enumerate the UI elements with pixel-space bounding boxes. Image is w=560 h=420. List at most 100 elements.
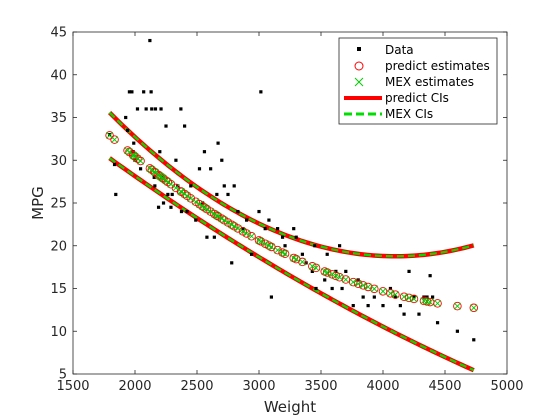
data-point (407, 269, 411, 273)
predict-estimate-point (469, 303, 479, 313)
y-tick-label: 35 (50, 111, 67, 126)
data-point (263, 227, 267, 231)
data-point (164, 124, 168, 128)
data-point (344, 269, 348, 273)
mex-estimate-point (214, 212, 222, 220)
mex-estimate-point (332, 272, 340, 280)
tick-layer: 1500 2000 2500 3000 3500 4000 4500 5000 5 10 15 20 2… (50, 26, 523, 395)
data-point (325, 252, 329, 256)
data-point (300, 252, 304, 256)
data-point (150, 107, 154, 111)
mex-estimate-point (248, 232, 256, 240)
data-point (310, 269, 314, 273)
data-point (144, 107, 148, 111)
data-point (388, 286, 393, 291)
mex-estimate-point (308, 262, 316, 270)
data-point (361, 295, 365, 299)
data-point (170, 192, 174, 197)
data-point (212, 235, 216, 239)
mex-estimate-point (167, 180, 175, 188)
data-point (205, 235, 209, 239)
y-tick-label: 40 (50, 68, 67, 83)
x-tick-label: 5000 (490, 379, 523, 394)
mex-estimate-point (137, 157, 145, 165)
mex-estimate-point (164, 178, 172, 186)
predict-estimate-point (273, 245, 282, 255)
legend-predict-marker (354, 61, 364, 71)
data-point (372, 295, 376, 299)
mex-estimate-point (234, 224, 242, 232)
mex-estimate-point (207, 208, 215, 216)
x-tick-label: 3500 (304, 379, 337, 394)
data-point (179, 209, 184, 214)
data-point (153, 107, 158, 111)
mex-estimate-point (187, 194, 195, 202)
x-tick-label: 4500 (428, 379, 461, 394)
mex-estimate-point (281, 250, 289, 258)
data-point (366, 304, 370, 308)
data-point (334, 269, 338, 273)
data-point (294, 235, 298, 239)
mex-estimate-point (177, 188, 186, 196)
data-point (127, 90, 132, 94)
mex-estimate-point (312, 264, 320, 272)
data-point (166, 192, 170, 197)
x-tick-label: 4000 (366, 379, 399, 394)
data-point (412, 295, 416, 299)
predict-estimate-point (433, 299, 442, 308)
mex-estimate-point (354, 280, 362, 288)
data-point (183, 124, 187, 128)
data-point (189, 184, 193, 188)
legend-label-predict-cis: predict CIs (385, 91, 449, 105)
mex-estimate-point (470, 304, 478, 312)
data-point (153, 184, 157, 188)
mex-estimate-point (195, 200, 203, 208)
mex-estimate-point (370, 285, 378, 293)
y-tick-label: 10 (50, 325, 67, 340)
predict-estimate-point (198, 202, 207, 211)
data-point (124, 115, 128, 120)
mex-estimate-point (106, 131, 114, 139)
data-point (313, 244, 317, 248)
data-point (185, 209, 189, 214)
data-point (125, 128, 130, 132)
data-point (292, 227, 296, 231)
mex-estimate-point (328, 270, 336, 278)
legend-box (338, 37, 498, 125)
data-point (156, 205, 161, 209)
data-point (220, 158, 224, 162)
data-point (161, 201, 166, 205)
mex-estimate-point (243, 229, 251, 237)
data-point (169, 205, 173, 209)
data-point (200, 201, 205, 205)
data-point (232, 184, 236, 188)
data-point (338, 244, 342, 248)
mex-estimate-point (434, 299, 442, 307)
mex-ci-upper (108, 111, 475, 258)
data-point (283, 244, 287, 248)
predict-estimate-point (110, 135, 119, 144)
mex-estimate-point (125, 148, 133, 156)
data-point (159, 107, 163, 111)
mex-estimate-point (261, 240, 269, 248)
data-point (323, 278, 327, 282)
data-point (216, 141, 220, 145)
x-tick-label: 2000 (118, 379, 151, 394)
legend-mex-marker (354, 77, 364, 87)
predict-estimate-point (242, 229, 251, 238)
y-tick-label: 15 (50, 282, 67, 297)
predict-estimate-point (136, 156, 145, 166)
plot-data-layer (105, 38, 479, 373)
data-point (435, 321, 440, 325)
legend-label-data: Data (385, 43, 414, 57)
predict-estimate-point (453, 301, 462, 311)
y-tick-label: 5 (59, 368, 67, 383)
data-point (132, 141, 136, 145)
mex-estimate-point (172, 184, 180, 192)
mex-ci-lower (108, 157, 475, 372)
legend-label-mex-estimates: MEX estimates (385, 75, 474, 89)
mex-estimate-point (220, 216, 228, 224)
y-tick-label: 25 (50, 197, 67, 212)
mex-estimate-point (364, 283, 372, 291)
data-point (209, 167, 213, 171)
